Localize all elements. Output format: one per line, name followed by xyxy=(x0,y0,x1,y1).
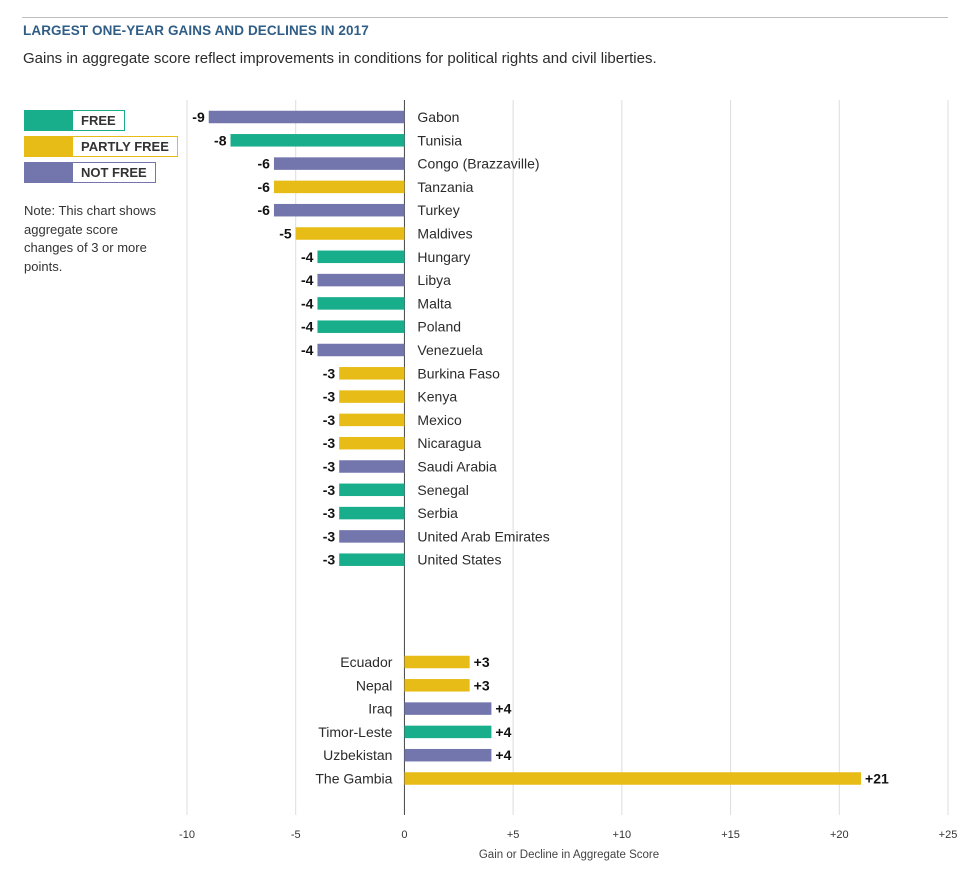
legend-label-partly-free: PARTLY FREE xyxy=(72,136,178,157)
country-label: Hungary xyxy=(417,249,470,265)
bar-not-free xyxy=(273,203,405,217)
legend-label-not-free: NOT FREE xyxy=(72,162,156,183)
bar-value-label: -8 xyxy=(214,132,227,148)
bar-value-label: -3 xyxy=(323,505,336,521)
country-label: Venezuela xyxy=(417,342,483,358)
bar-value-label: -3 xyxy=(323,365,336,381)
country-label: Kenya xyxy=(417,389,457,405)
country-label: Gabon xyxy=(417,109,459,125)
country-label: Nepal xyxy=(356,677,393,693)
country-label: Congo (Brazzaville) xyxy=(417,156,539,172)
country-label: United Arab Emirates xyxy=(417,528,549,544)
legend-swatch-partly-free xyxy=(24,136,72,157)
country-label: Serbia xyxy=(417,505,458,521)
bar-value-label: +3 xyxy=(474,677,490,693)
x-tick-label: -5 xyxy=(291,829,301,841)
legend-swatch-not-free xyxy=(24,162,72,183)
chart-note: Note: This chart shows aggregate score c… xyxy=(24,203,156,274)
bar-partly-free xyxy=(295,227,405,240)
bar-value-label: +4 xyxy=(495,701,511,717)
country-label: United States xyxy=(417,552,501,568)
bar-free xyxy=(404,725,492,739)
bar-free xyxy=(339,553,405,566)
country-label: Timor-Leste xyxy=(318,724,392,740)
country-label: The Gambia xyxy=(315,771,392,787)
bar-value-label: -3 xyxy=(323,435,336,451)
bar-not-free xyxy=(317,343,405,357)
bar-value-label: -4 xyxy=(301,342,314,358)
bar-partly-free xyxy=(339,390,405,403)
bar-value-label: +21 xyxy=(865,771,889,787)
country-label: Tunisia xyxy=(417,132,462,148)
top-rule xyxy=(22,17,948,18)
bar-partly-free xyxy=(339,413,405,427)
chart-title: LARGEST ONE-YEAR GAINS AND DECLINES IN 2… xyxy=(23,23,369,38)
bar-value-label: -4 xyxy=(301,272,314,288)
x-axis-title: Gain or Decline in Aggregate Score xyxy=(479,849,659,861)
bar-partly-free xyxy=(339,436,405,450)
bar-not-free xyxy=(404,702,492,715)
x-tick-label: +5 xyxy=(507,829,520,841)
bar-value-label: -3 xyxy=(323,389,336,405)
bar-value-label: +4 xyxy=(495,747,511,763)
bar-partly-free xyxy=(404,679,470,692)
legend-swatch-free xyxy=(24,110,72,131)
bar-not-free xyxy=(208,110,405,124)
country-label: Turkey xyxy=(417,202,459,218)
bar-value-label: -6 xyxy=(258,179,271,195)
country-label: Uzbekistan xyxy=(323,747,392,763)
country-label: Tanzania xyxy=(417,179,473,195)
bar-value-label: -3 xyxy=(323,459,336,475)
bar-value-label: -4 xyxy=(301,319,314,335)
bar-value-label: -6 xyxy=(258,202,271,218)
country-label: Mexico xyxy=(417,412,462,428)
x-tick-label: -10 xyxy=(179,829,195,841)
x-tick-label: +10 xyxy=(613,829,632,841)
country-label: Nicaragua xyxy=(417,435,481,451)
bar-value-label: -3 xyxy=(323,412,336,428)
country-label: Libya xyxy=(417,272,451,288)
bar-free xyxy=(339,483,405,497)
country-label: Senegal xyxy=(417,482,468,498)
chart-subtitle: Gains in aggregate score reflect improve… xyxy=(23,50,657,67)
bar-not-free xyxy=(273,157,405,170)
bar-value-label: +4 xyxy=(495,724,511,740)
bar-partly-free xyxy=(404,772,862,785)
country-label: Poland xyxy=(417,319,461,335)
bar-free xyxy=(317,297,405,310)
bar-not-free xyxy=(339,460,405,473)
bar-value-label: -4 xyxy=(301,249,314,265)
bar-free xyxy=(339,506,405,520)
country-label: Ecuador xyxy=(340,654,392,670)
bar-value-label: -4 xyxy=(301,295,314,311)
bar-value-label: -3 xyxy=(323,528,336,544)
bar-free xyxy=(317,320,405,333)
bar-value-label: -3 xyxy=(323,552,336,568)
bar-free xyxy=(230,134,405,147)
bar-partly-free xyxy=(339,367,405,380)
country-label: Burkina Faso xyxy=(417,365,500,381)
bar-free xyxy=(317,250,405,264)
bar-value-label: -3 xyxy=(323,482,336,498)
bar-value-label: -6 xyxy=(258,156,271,172)
country-label: Iraq xyxy=(368,701,392,717)
bar-partly-free xyxy=(404,655,470,669)
bar-not-free xyxy=(404,748,492,762)
x-tick-label: 0 xyxy=(401,829,407,841)
bar-not-free xyxy=(317,273,405,287)
x-tick-label: +25 xyxy=(939,829,958,841)
x-tick-label: +20 xyxy=(830,829,849,841)
bar-value-label: +3 xyxy=(474,654,490,670)
country-label: Malta xyxy=(417,295,451,311)
bar-partly-free xyxy=(273,180,405,194)
x-tick-label: +15 xyxy=(721,829,740,841)
country-label: Saudi Arabia xyxy=(417,459,497,475)
bar-not-free xyxy=(339,530,405,543)
bar-value-label: -9 xyxy=(192,109,205,125)
country-label: Maldives xyxy=(417,226,472,242)
bar-value-label: -5 xyxy=(279,226,292,242)
legend-label-free: FREE xyxy=(72,110,125,131)
